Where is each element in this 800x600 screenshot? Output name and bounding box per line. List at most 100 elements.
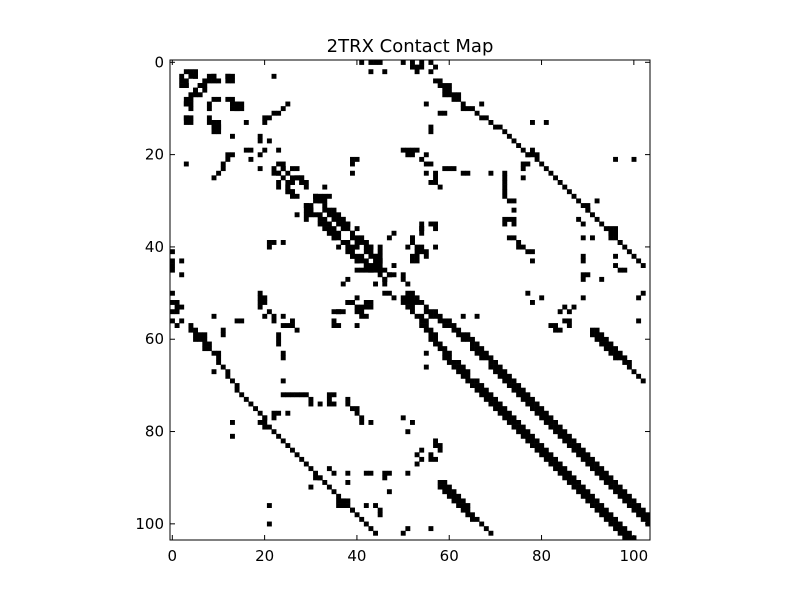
contact-cell	[363, 249, 369, 255]
contact-cell	[617, 267, 623, 273]
contact-cell	[423, 364, 429, 370]
contact-cell	[373, 253, 378, 259]
contact-cell	[548, 170, 554, 176]
contact-cell	[437, 184, 443, 190]
contact-cell	[465, 507, 471, 513]
contact-cell	[382, 475, 388, 481]
contact-cell	[276, 170, 282, 176]
contact-cell	[530, 258, 535, 264]
contact-cell	[456, 327, 462, 333]
contact-cell	[382, 276, 388, 282]
contact-cell	[414, 147, 420, 153]
contact-cell	[640, 507, 646, 513]
contact-cell	[613, 346, 618, 352]
contact-cell	[211, 120, 217, 125]
contact-cell	[363, 240, 369, 245]
contact-cell	[580, 272, 586, 278]
contact-cell	[631, 503, 637, 508]
contact-cell	[553, 429, 558, 435]
contact-cell	[340, 226, 346, 232]
contact-cell	[386, 235, 392, 241]
contact-cell	[640, 290, 646, 296]
contact-cell	[594, 466, 600, 472]
contact-cell	[451, 323, 457, 328]
contact-cell	[571, 193, 577, 199]
contact-cell	[613, 480, 618, 485]
contact-cell	[636, 295, 642, 301]
contact-cell	[474, 350, 480, 356]
contact-cell	[511, 235, 517, 241]
contact-cell	[428, 69, 434, 75]
contact-cell	[170, 318, 175, 324]
contact-cell	[206, 106, 212, 112]
contact-cell	[359, 235, 365, 241]
contact-cell	[423, 323, 429, 328]
contact-cell	[603, 516, 609, 522]
contact-cell	[423, 249, 429, 255]
contact-cell	[294, 452, 300, 458]
contact-cell	[350, 156, 355, 162]
contact-cell	[543, 166, 549, 172]
contact-cell	[405, 429, 411, 435]
contact-cell	[294, 212, 300, 218]
contact-cell	[206, 341, 212, 347]
contact-cell	[377, 263, 383, 268]
contact-cell	[179, 78, 185, 84]
contact-cell	[446, 318, 452, 324]
contact-cell	[350, 230, 355, 236]
contact-cell	[294, 175, 300, 181]
contact-cell	[479, 392, 485, 398]
contact-cell	[599, 341, 605, 347]
contact-cell	[543, 120, 549, 125]
contact-cell	[280, 392, 286, 398]
contact-cell	[479, 346, 485, 352]
contact-cell	[530, 152, 535, 158]
contact-cell	[271, 429, 277, 435]
contact-cell	[276, 336, 282, 342]
contact-cell	[594, 216, 600, 222]
contact-cell	[423, 152, 429, 158]
contact-cell	[331, 207, 337, 213]
contact-cell	[419, 249, 425, 255]
contact-cell	[617, 521, 623, 527]
contact-cell	[437, 346, 443, 352]
contact-cell	[511, 207, 517, 213]
contact-cell	[354, 244, 360, 250]
contact-cell	[433, 180, 438, 185]
contact-cell	[179, 83, 185, 88]
contact-cell	[599, 466, 605, 472]
contact-cell	[368, 304, 374, 310]
contact-cell	[566, 433, 572, 439]
contact-cell	[465, 373, 471, 379]
contact-cell	[285, 101, 291, 107]
contact-cell	[331, 216, 337, 222]
contact-cell	[243, 120, 249, 125]
contact-cell	[345, 276, 351, 282]
contact-cell	[603, 341, 609, 347]
contact-cell	[193, 92, 198, 98]
contact-cell	[479, 101, 485, 107]
contact-cell	[460, 369, 466, 375]
contact-cell	[410, 420, 415, 425]
contact-cell	[382, 290, 388, 296]
contact-cell	[534, 443, 540, 448]
contact-cell	[488, 401, 494, 407]
contact-cell	[474, 516, 480, 522]
contact-cell	[345, 498, 351, 504]
contact-cell	[410, 253, 415, 259]
contact-cell	[557, 180, 563, 185]
contact-cell	[599, 503, 605, 508]
contact-cell	[377, 267, 383, 273]
contact-cell	[202, 341, 208, 347]
contact-cell	[456, 503, 462, 508]
contact-cell	[622, 360, 628, 365]
contact-cell	[479, 521, 485, 527]
contact-cell	[400, 415, 406, 421]
contact-cell	[428, 221, 434, 227]
contact-cell	[590, 466, 595, 472]
contact-cell	[428, 327, 434, 333]
contact-cell	[303, 212, 309, 218]
contact-cell	[631, 369, 637, 375]
contact-cell	[474, 378, 480, 384]
contact-cell	[183, 115, 189, 121]
